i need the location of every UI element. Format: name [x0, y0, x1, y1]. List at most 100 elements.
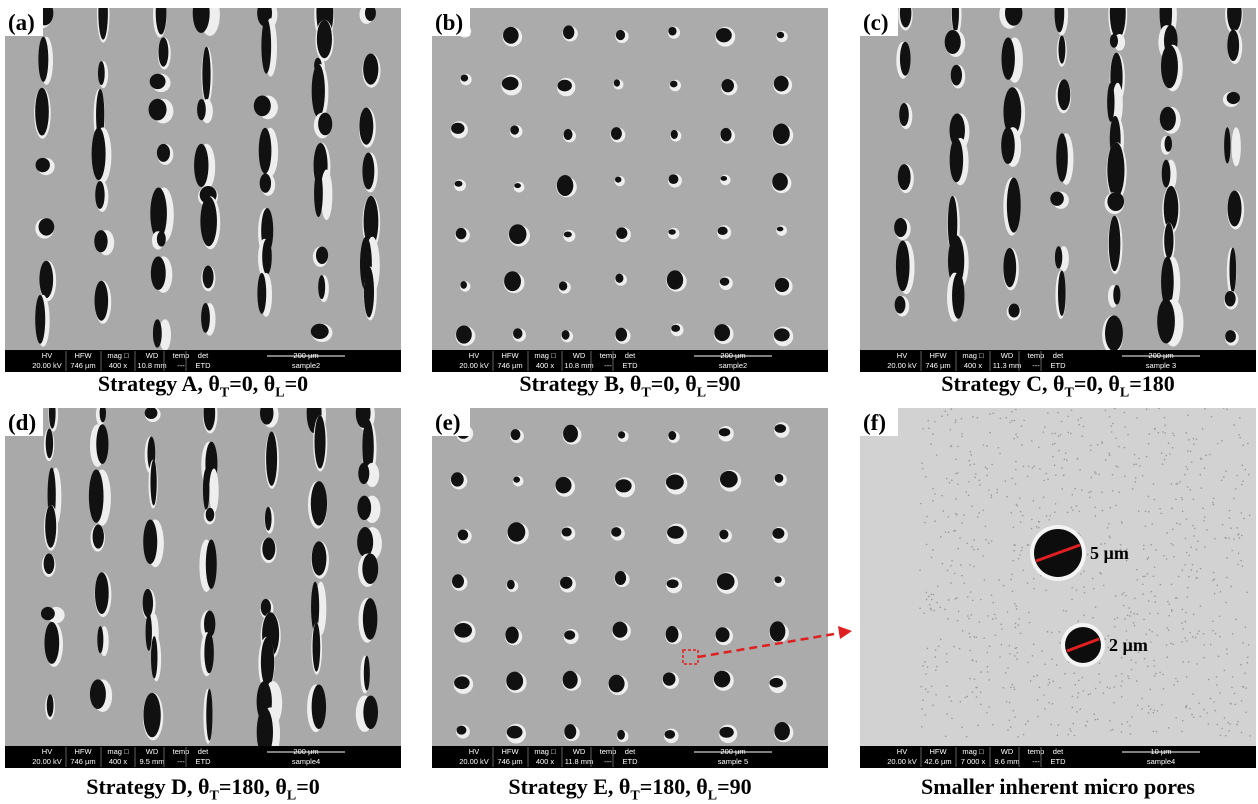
- speckle: [991, 497, 993, 499]
- speckle: [1121, 680, 1123, 682]
- speckle: [1046, 515, 1048, 517]
- speckle: [1242, 444, 1244, 446]
- pore: [513, 328, 522, 339]
- speckle: [1190, 489, 1192, 491]
- speckle: [1192, 564, 1194, 566]
- info-value: ETD: [196, 361, 212, 370]
- pore: [615, 479, 631, 492]
- pore: [157, 231, 166, 246]
- speckle: [1214, 538, 1216, 540]
- speckle: [922, 665, 924, 667]
- pore: [261, 18, 271, 73]
- speckle: [1013, 686, 1015, 688]
- info-value: ---: [1032, 757, 1040, 766]
- speckle: [1115, 465, 1117, 467]
- pore: [720, 471, 738, 488]
- pore: [363, 53, 378, 84]
- speckle: [1014, 716, 1016, 718]
- speckle: [1071, 599, 1073, 601]
- speckle: [1044, 663, 1046, 665]
- speckle: [1058, 724, 1060, 726]
- speckle: [1084, 592, 1086, 594]
- pore: [611, 127, 622, 140]
- speckle: [1108, 523, 1110, 525]
- pore: [194, 144, 208, 187]
- speckle: [1045, 590, 1047, 592]
- speckle: [1173, 556, 1175, 558]
- caption-subscript: L: [275, 385, 284, 400]
- speckle: [1226, 648, 1228, 650]
- speckle: [1189, 708, 1191, 710]
- pore: [502, 77, 519, 90]
- pore: [1055, 246, 1062, 269]
- speckle: [1087, 721, 1089, 723]
- pore: [1228, 190, 1242, 226]
- speckle: [1055, 474, 1057, 476]
- speckle: [1095, 473, 1097, 475]
- speckle: [961, 433, 963, 435]
- speckle: [1032, 500, 1034, 502]
- speckle: [1058, 435, 1060, 437]
- speckle: [955, 473, 957, 475]
- speckle: [1242, 686, 1244, 688]
- speckle: [937, 585, 939, 587]
- speckle: [926, 516, 928, 518]
- speckle: [1219, 636, 1221, 638]
- caption-subscript: L: [287, 788, 296, 803]
- speckle: [967, 596, 969, 598]
- pore: [357, 527, 373, 557]
- speckle: [1014, 689, 1016, 691]
- info-value: 20.00 kV: [887, 361, 917, 370]
- speckle: [941, 415, 943, 417]
- speckle: [1009, 719, 1011, 721]
- speckle: [1237, 534, 1239, 536]
- speckle: [1063, 458, 1065, 460]
- pore: [564, 231, 572, 237]
- speckle: [1186, 640, 1188, 642]
- speckle: [1171, 508, 1173, 510]
- speckle: [1234, 704, 1236, 706]
- speckle: [929, 604, 931, 606]
- speckle: [1083, 570, 1085, 572]
- speckle: [988, 489, 990, 491]
- pore: [311, 324, 329, 339]
- speckle: [1095, 515, 1097, 517]
- speckle: [972, 416, 974, 418]
- info-value: 746 µm: [925, 361, 950, 370]
- speckle: [983, 509, 985, 511]
- speckle: [1044, 708, 1046, 710]
- speckle: [931, 593, 933, 595]
- pore: [262, 537, 275, 560]
- speckle: [1012, 710, 1014, 712]
- speckle: [1193, 716, 1195, 718]
- pore: [150, 74, 166, 89]
- speckle: [1014, 545, 1016, 547]
- speckle: [1188, 661, 1190, 663]
- info-value: ETD: [1051, 361, 1067, 370]
- speckle: [1214, 578, 1216, 580]
- speckle: [1175, 717, 1177, 719]
- speckle: [1091, 477, 1093, 479]
- speckle: [1111, 431, 1113, 433]
- speckle: [951, 560, 953, 562]
- speckle: [1043, 694, 1045, 696]
- caption-text: =0, θ: [651, 371, 697, 396]
- pore: [669, 174, 679, 184]
- speckle: [1148, 443, 1150, 445]
- speckle: [950, 429, 952, 431]
- pore: [668, 27, 676, 36]
- pore: [555, 477, 571, 494]
- speckle: [1012, 560, 1014, 562]
- speckle: [1221, 728, 1223, 730]
- pore: [45, 505, 56, 548]
- speckle: [1128, 678, 1130, 680]
- speckle: [1107, 527, 1109, 529]
- pore: [667, 579, 679, 588]
- sem-image: (e)HV20.00 kVHFW746 µmmag □400 xWD11.8 m…: [432, 408, 828, 768]
- speckle: [1167, 601, 1169, 603]
- speckle: [1013, 526, 1015, 528]
- speckle: [1127, 614, 1129, 616]
- speckle: [965, 491, 967, 493]
- speckle: [1028, 544, 1030, 546]
- speckle: [1191, 714, 1193, 716]
